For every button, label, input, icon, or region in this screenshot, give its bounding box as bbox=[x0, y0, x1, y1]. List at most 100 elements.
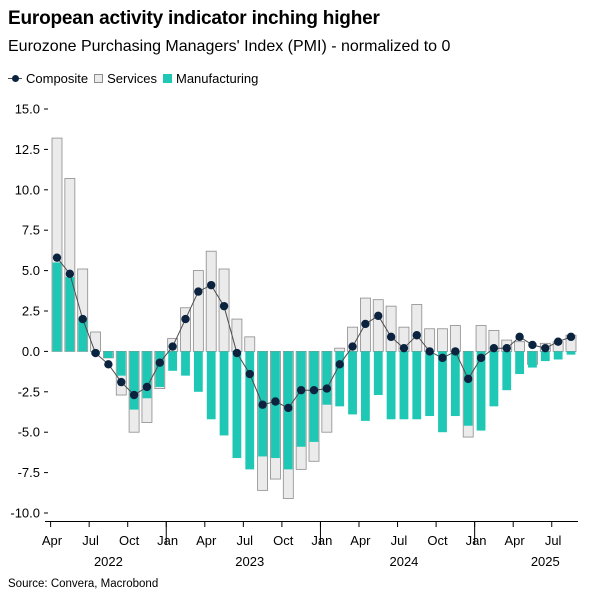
composite-point bbox=[515, 332, 524, 342]
composite-point bbox=[194, 287, 203, 296]
composite-point bbox=[271, 397, 280, 406]
y-tick-label: -10.0 bbox=[10, 506, 40, 521]
chart-title: European activity indicator inching high… bbox=[8, 8, 380, 29]
manufacturing-bar bbox=[425, 351, 435, 417]
composite-point bbox=[65, 269, 75, 279]
composite-point bbox=[361, 319, 370, 329]
services-bar bbox=[334, 347, 346, 352]
services-bar bbox=[244, 336, 256, 352]
manufacturing-swatch-icon bbox=[163, 74, 172, 83]
manufacturing-bar bbox=[386, 351, 396, 420]
legend-label-services: Services bbox=[107, 71, 157, 86]
services-bar bbox=[64, 178, 76, 352]
x-tick-label: Jul bbox=[545, 533, 562, 548]
composite-point bbox=[104, 360, 113, 369]
x-year-label: 2022 bbox=[94, 554, 123, 569]
x-tick-label: Jul bbox=[391, 533, 408, 548]
manufacturing-bar bbox=[489, 351, 499, 407]
composite-point bbox=[181, 314, 190, 324]
manufacturing-bar bbox=[52, 262, 62, 352]
manufacturing-bar bbox=[219, 351, 229, 436]
composite-series bbox=[52, 253, 576, 413]
x-tick-label: Oct bbox=[119, 533, 140, 548]
composite-point bbox=[528, 340, 537, 350]
composite-point bbox=[399, 343, 409, 353]
x-tick-label: Jan bbox=[157, 533, 178, 548]
chart-subtitle: Eurozone Purchasing Managers' Index (PMI… bbox=[8, 38, 451, 55]
manufacturing-bar bbox=[438, 351, 447, 433]
manufacturing-bar bbox=[309, 351, 319, 442]
composite-point bbox=[412, 331, 421, 340]
manufacturing-bar bbox=[296, 351, 306, 447]
x-tick-label: Apr bbox=[504, 533, 525, 548]
legend-label-manufacturing: Manufacturing bbox=[176, 71, 259, 86]
manufacturing-bar bbox=[463, 351, 473, 426]
composite-point bbox=[476, 353, 486, 363]
manufacturing-bars bbox=[52, 262, 576, 470]
x-tick-label: Oct bbox=[273, 533, 294, 548]
composite-point bbox=[142, 382, 152, 392]
y-tick-label: 10.0 bbox=[15, 182, 40, 197]
x-tick-label: Oct bbox=[427, 533, 448, 548]
manufacturing-bar bbox=[206, 351, 216, 420]
composite-point bbox=[451, 347, 460, 356]
services-bar bbox=[77, 268, 89, 352]
composite-point bbox=[258, 400, 267, 409]
composite-point bbox=[245, 369, 254, 379]
y-tick-label: -5.0 bbox=[18, 425, 40, 440]
manufacturing-bar bbox=[502, 351, 512, 391]
composite-point bbox=[335, 360, 344, 369]
x-tick-label: Jul bbox=[236, 533, 253, 548]
manufacturing-bar bbox=[515, 351, 524, 375]
source-note: Source: Convera, Macrobond bbox=[8, 578, 159, 590]
composite-point bbox=[348, 342, 357, 351]
legend-label-composite: Composite bbox=[26, 71, 89, 86]
y-tick-label: 5.0 bbox=[22, 263, 40, 278]
composite-point bbox=[168, 342, 177, 351]
x-tick-label: Apr bbox=[196, 533, 217, 548]
manufacturing-bar bbox=[78, 317, 88, 352]
manufacturing-bar bbox=[450, 351, 460, 417]
legend-item-manufacturing: Manufacturing bbox=[163, 71, 258, 86]
manufacturing-bar bbox=[65, 277, 75, 352]
y-tick-label: 2.5 bbox=[22, 304, 40, 319]
manufacturing-bar bbox=[155, 351, 165, 387]
services-bar bbox=[180, 307, 191, 352]
services-bar bbox=[411, 304, 423, 352]
manufacturing-bar bbox=[193, 351, 203, 392]
composite-point bbox=[309, 385, 319, 395]
y-tick-label: -7.5 bbox=[18, 465, 40, 480]
composite-point bbox=[117, 377, 126, 387]
x-tick-label: Apr bbox=[42, 533, 63, 548]
x-tick-label: Jul bbox=[82, 533, 99, 548]
manufacturing-bar bbox=[129, 351, 139, 410]
manufacturing-bar bbox=[322, 351, 332, 405]
manufacturing-bar bbox=[232, 351, 242, 459]
services-swatch-icon bbox=[94, 74, 104, 83]
composite-point bbox=[425, 347, 434, 356]
composite-point bbox=[78, 314, 87, 324]
composite-point bbox=[464, 374, 473, 384]
composite-point bbox=[232, 348, 242, 358]
composite-point bbox=[207, 280, 216, 290]
composite-point bbox=[129, 390, 139, 400]
composite-point bbox=[155, 358, 164, 367]
services-bar bbox=[385, 305, 397, 352]
y-tick-label: 0.0 bbox=[22, 344, 40, 359]
services-bar bbox=[437, 328, 448, 352]
composite-point bbox=[566, 332, 576, 342]
composite-point bbox=[296, 385, 306, 395]
y-tick-label: 12.5 bbox=[15, 142, 40, 157]
manufacturing-bar bbox=[116, 351, 126, 376]
composite-point bbox=[489, 343, 499, 353]
manufacturing-bar bbox=[373, 351, 383, 396]
composite-point bbox=[91, 348, 100, 358]
composite-point bbox=[219, 301, 229, 311]
manufacturing-bar bbox=[348, 351, 357, 415]
manufacturing-bar bbox=[553, 351, 563, 360]
x-tick-label: Jan bbox=[466, 533, 487, 548]
x-year-label: 2025 bbox=[531, 554, 560, 569]
composite-point bbox=[374, 311, 383, 321]
manufacturing-bar bbox=[540, 351, 550, 362]
composite-marker-icon bbox=[8, 74, 22, 84]
